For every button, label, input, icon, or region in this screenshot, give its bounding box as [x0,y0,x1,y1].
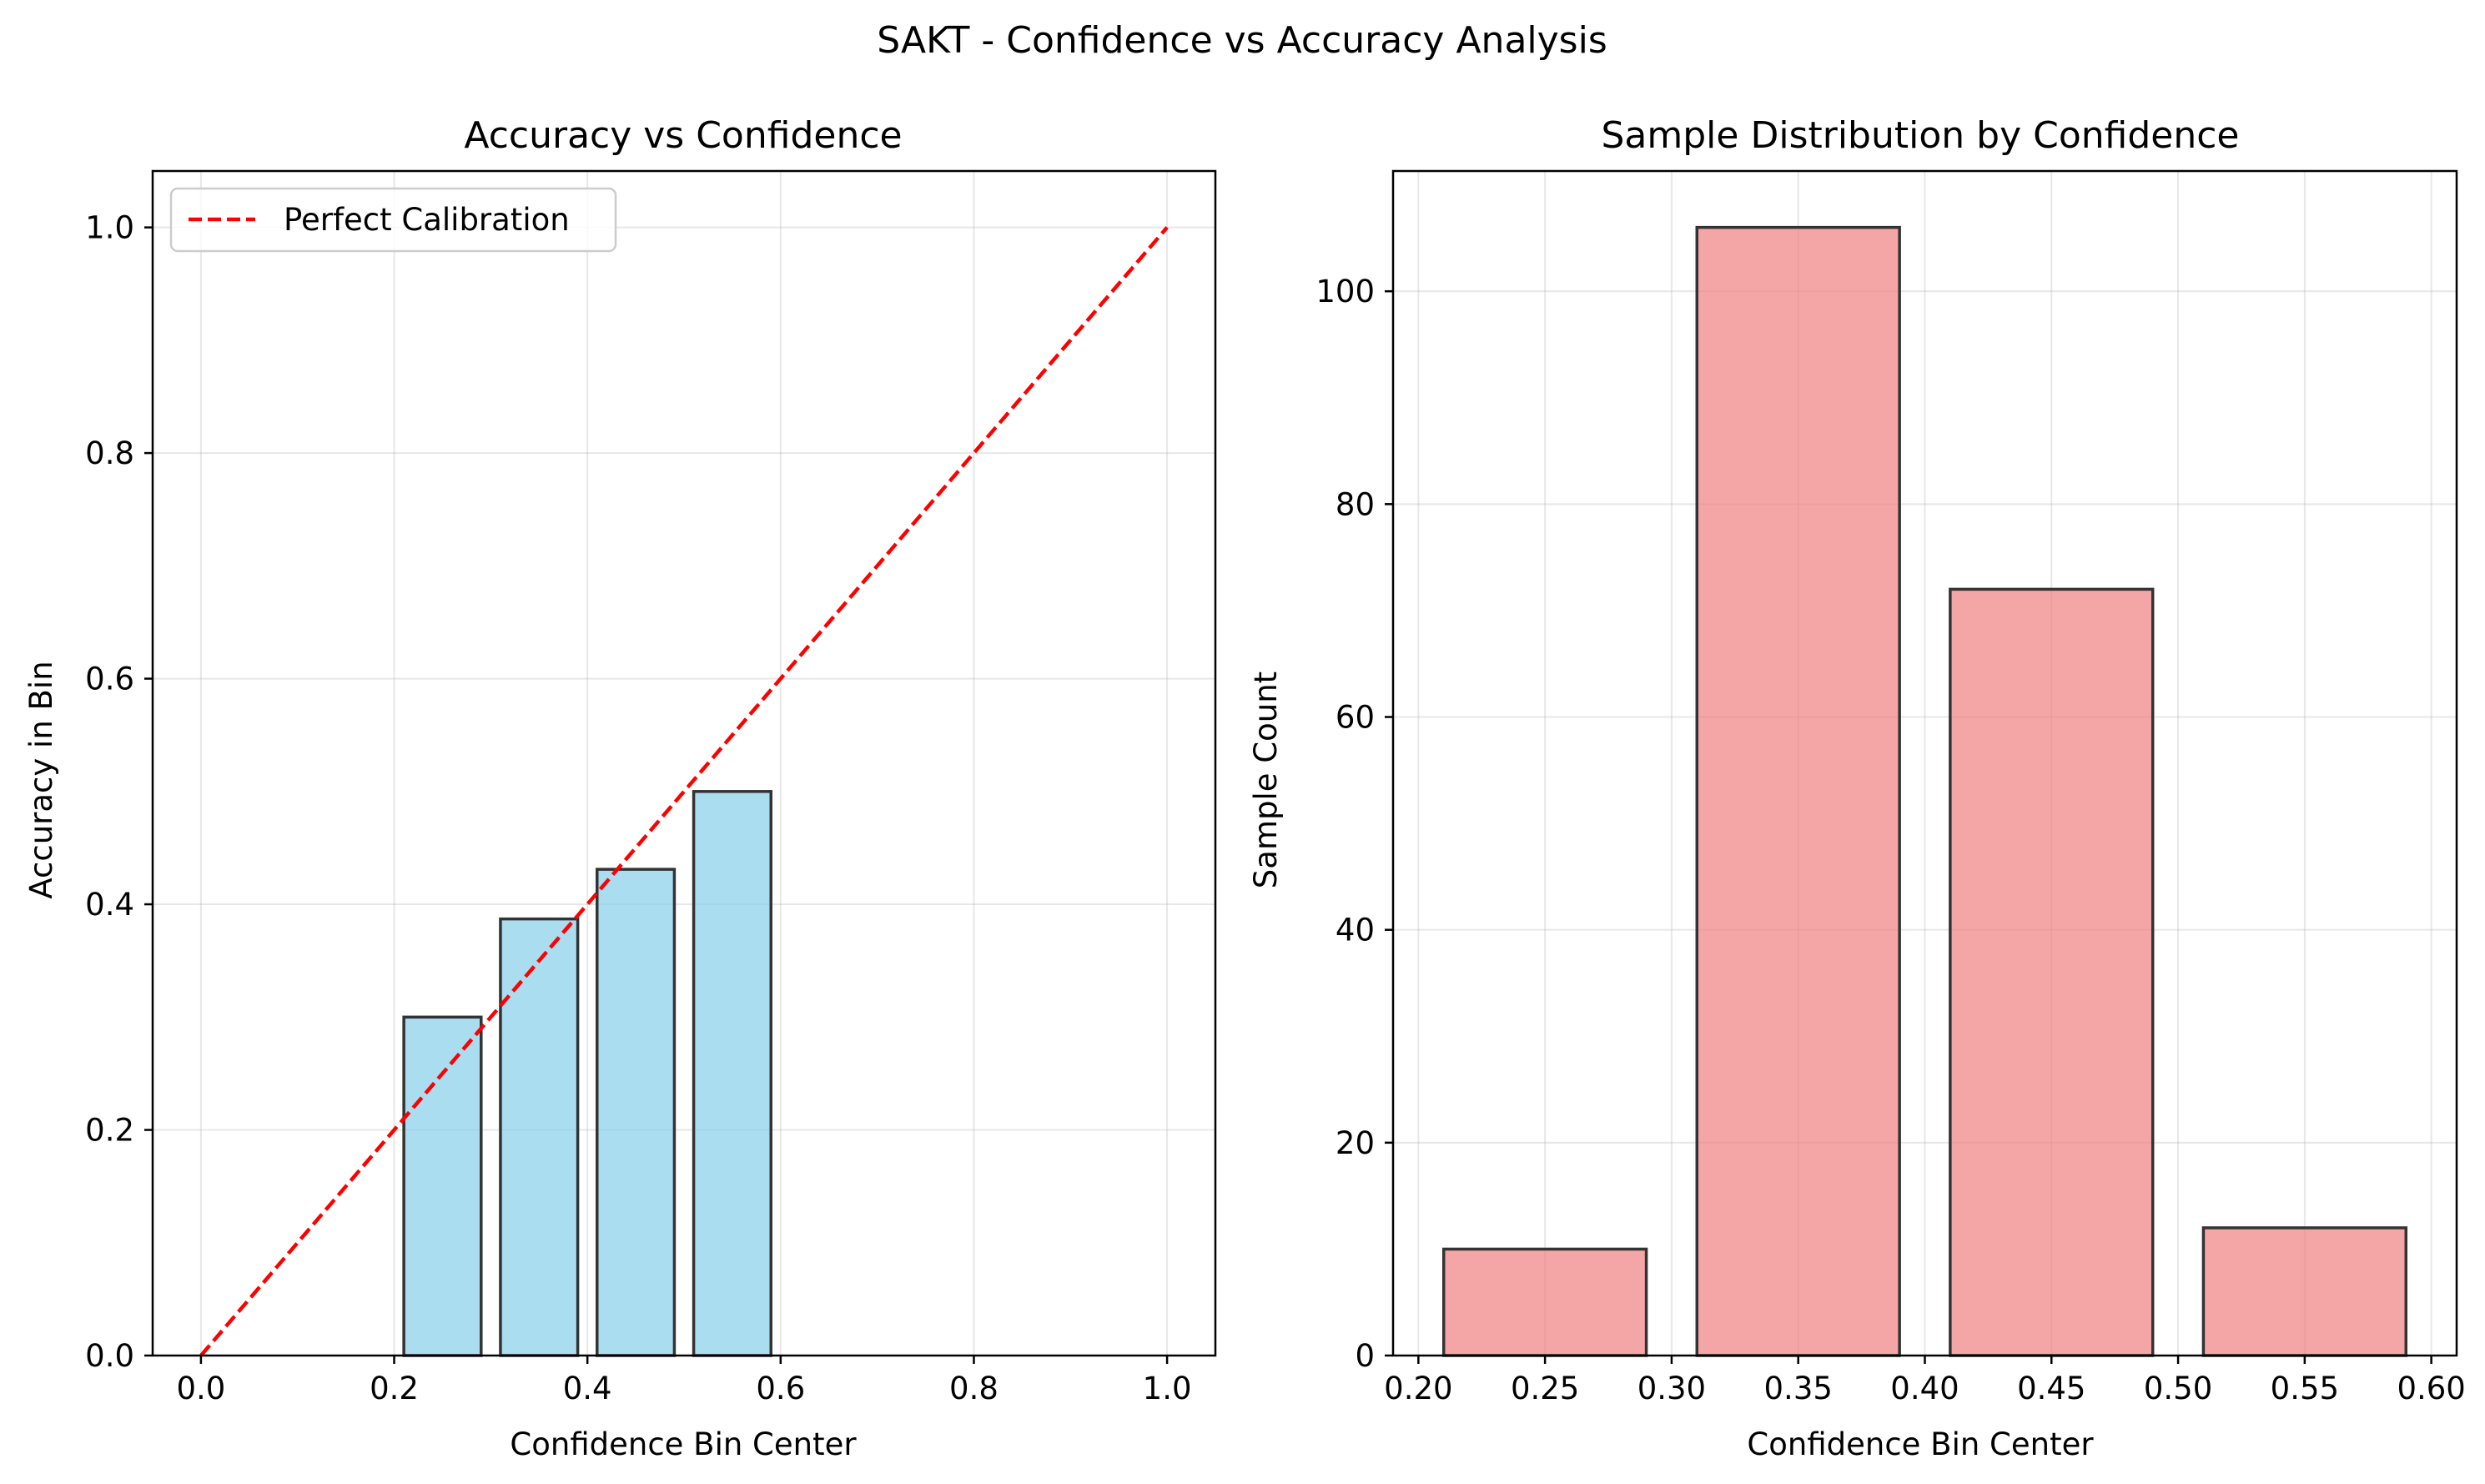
right-chart-panel: Sample Distribution by Confidence Confid… [1248,114,2466,1462]
right-ytick-label: 60 [1336,700,1375,736]
left-bar [692,790,772,1357]
right-chart-ylabel: Sample Count [1248,672,1284,888]
right-chart-xlabel: Confidence Bin Center [1747,1426,2094,1462]
left-bar [596,868,677,1357]
left-chart-ylabel: Accuracy in Bin [23,661,59,898]
right-xtick-label: 0.35 [1764,1371,1833,1406]
left-ytick-label: 0.6 [85,662,134,697]
left-calibration-line [199,226,1169,1357]
left-xtick-label: 0.8 [949,1371,999,1406]
right-bar [1441,1247,1648,1357]
left-axes-frame [151,169,1217,1357]
left-ytick-label: 0.8 [85,435,134,471]
right-xtick-label: 0.55 [2271,1371,2339,1406]
right-xtick-label: 0.50 [2144,1371,2212,1406]
left-xtick-label: 0.2 [370,1371,419,1406]
left-bar [499,917,580,1357]
left-bar [402,1015,483,1357]
left-ytick-label: 0.2 [85,1113,134,1149]
left-chart-panel: Accuracy vs Confidence Confidence Bin Ce… [23,114,1217,1462]
left-legend: Perfect Calibration [169,187,617,253]
right-xtick-label: 0.20 [1384,1371,1452,1406]
left-xtick-label: 0.0 [176,1371,225,1406]
left-xtick-label: 0.4 [563,1371,612,1406]
left-bars [402,790,772,1357]
right-ytick-label: 40 [1336,913,1375,948]
left-ytick-label: 0.0 [85,1338,134,1374]
right-ytick-label: 20 [1336,1125,1375,1161]
right-ytick-label: 0 [1355,1338,1375,1374]
left-legend-label: Perfect Calibration [284,202,570,238]
left-legend-box [169,187,617,253]
left-chart-title: Accuracy vs Confidence [464,114,902,157]
right-xtick-label: 0.25 [1511,1371,1579,1406]
right-bars [1441,225,2408,1357]
right-bar [1695,225,1901,1357]
figure-title: SAKT - Confidence vs Accuracy Analysis [877,19,1607,62]
left-grid [153,171,1215,1356]
right-ytick-label: 100 [1315,274,1375,309]
right-chart-title: Sample Distribution by Confidence [1602,114,2240,157]
left-xtick-label: 1.0 [1143,1371,1192,1406]
right-xtick-label: 0.40 [1890,1371,1959,1406]
left-chart-xlabel: Confidence Bin Center [510,1426,857,1462]
right-xtick-label: 0.45 [2017,1371,2085,1406]
right-bar [2201,1226,2408,1357]
right-bar [1949,587,2155,1357]
left-xtick-label: 0.6 [756,1371,805,1406]
right-grid [1393,171,2457,1356]
right-xtick-label: 0.30 [1637,1371,1706,1406]
left-ytick-label: 1.0 [85,210,134,246]
right-ytick-label: 80 [1336,486,1375,522]
left-ytick-label: 0.4 [85,887,134,923]
right-xtick-label: 0.60 [2397,1371,2465,1406]
